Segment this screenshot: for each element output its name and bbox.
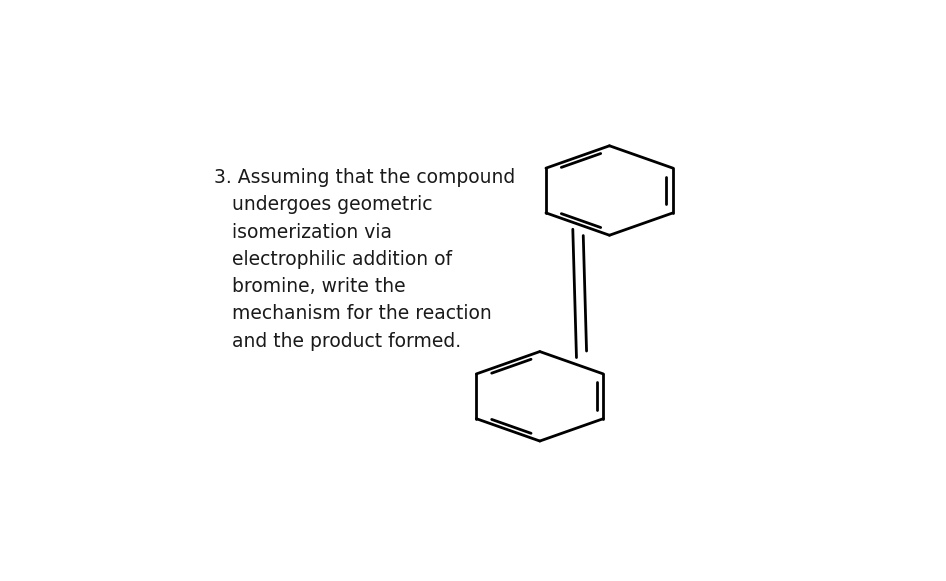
Text: 3. Assuming that the compound
   undergoes geometric
   isomerization via
   ele: 3. Assuming that the compound undergoes … bbox=[214, 168, 515, 351]
